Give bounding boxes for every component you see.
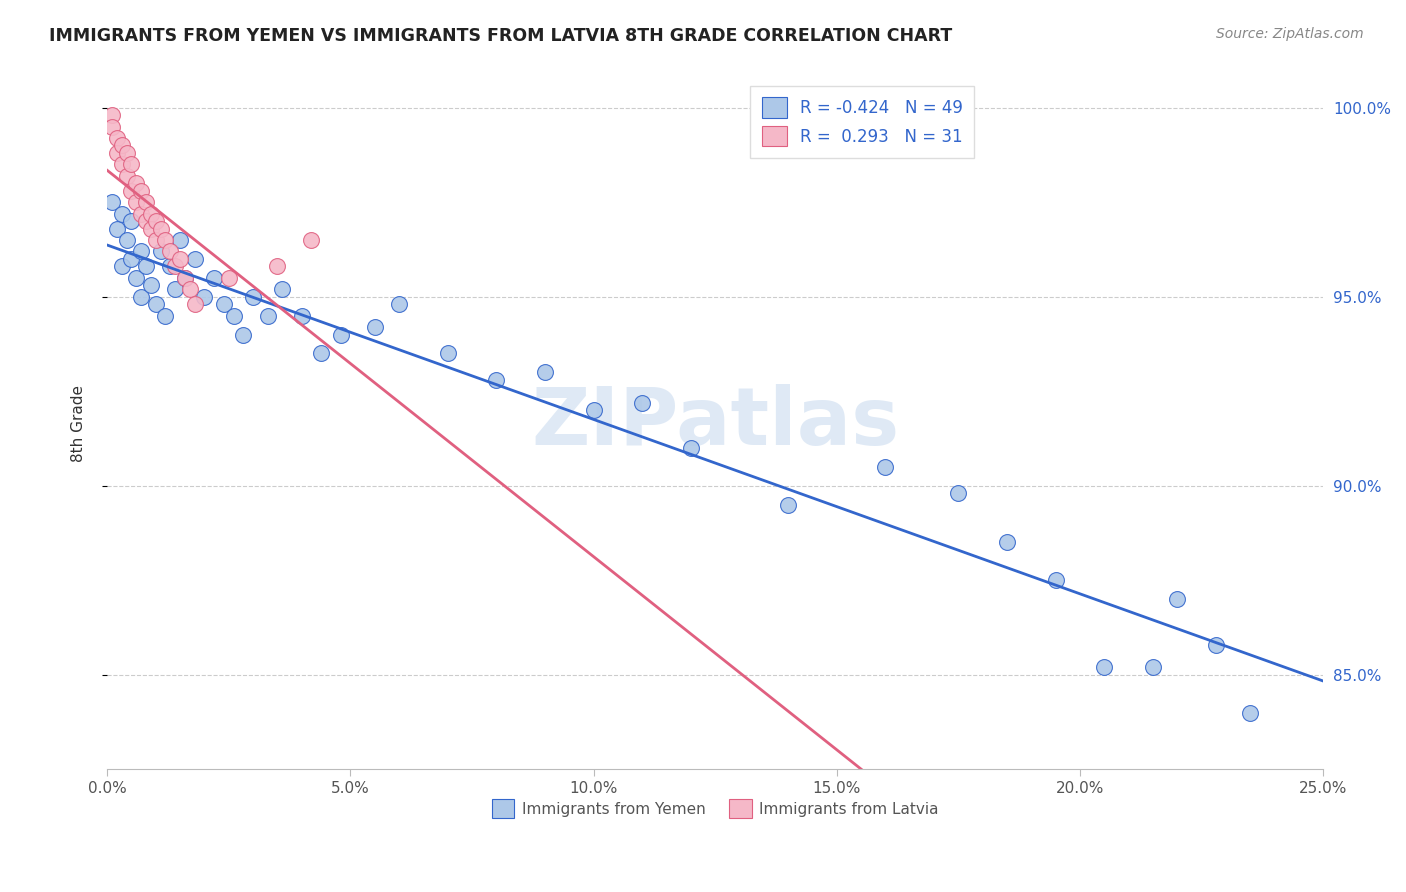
Point [256,309,278,323]
Point [271,282,294,296]
Point [159,260,181,274]
Point [232,327,254,342]
Point [1239,706,1261,720]
Point [202,270,225,285]
Point [101,108,124,122]
Point [125,195,148,210]
Point [145,233,167,247]
Point [105,131,128,145]
Point [135,214,157,228]
Point [875,459,897,474]
Text: IMMIGRANTS FROM YEMEN VS IMMIGRANTS FROM LATVIA 8TH GRADE CORRELATION CHART: IMMIGRANTS FROM YEMEN VS IMMIGRANTS FROM… [49,27,952,45]
Point [582,403,605,417]
Point [139,278,162,293]
Point [120,214,142,228]
Point [120,157,142,171]
Point [165,260,187,274]
Point [266,260,288,274]
Point [174,270,197,285]
Point [1142,660,1164,674]
Point [388,297,411,311]
Point [183,252,205,266]
Point [111,260,134,274]
Point [115,169,138,183]
Point [309,346,332,360]
Point [115,146,138,161]
Point [179,282,201,296]
Point [115,233,138,247]
Point [129,244,152,259]
Point [129,206,152,220]
Point [139,221,162,235]
Point [135,260,157,274]
Point [129,290,152,304]
Point [222,309,245,323]
Point [135,195,157,210]
Point [120,184,142,198]
Point [105,221,128,235]
Point [1205,638,1227,652]
Point [485,373,508,387]
Point [631,395,654,409]
Point [948,486,970,500]
Point [436,346,458,360]
Point [139,206,162,220]
Point [183,297,205,311]
Point [105,146,128,161]
Point [995,535,1018,549]
Point [169,252,191,266]
Point [212,297,235,311]
Point [111,138,134,153]
Point [101,120,124,134]
Point [159,244,181,259]
Point [1166,592,1188,607]
Point [363,320,385,334]
Point [679,441,702,455]
Legend: Immigrants from Yemen, Immigrants from Latvia: Immigrants from Yemen, Immigrants from L… [485,793,945,824]
Y-axis label: 8th Grade: 8th Grade [72,384,86,462]
Point [155,233,177,247]
Point [534,365,557,379]
Point [101,195,124,210]
Point [1092,660,1115,674]
Point [169,233,191,247]
Point [111,206,134,220]
Point [165,282,187,296]
Point [145,297,167,311]
Point [149,221,172,235]
Point [291,309,314,323]
Point [149,244,172,259]
Text: Source: ZipAtlas.com: Source: ZipAtlas.com [1216,27,1364,41]
Point [111,157,134,171]
Point [145,214,167,228]
Point [125,270,148,285]
Point [218,270,240,285]
Text: ZIPatlas: ZIPatlas [531,384,900,462]
Point [242,290,264,304]
Point [1045,574,1067,588]
Point [778,498,800,512]
Point [155,309,177,323]
Point [174,270,197,285]
Point [299,233,322,247]
Point [193,290,215,304]
Point [329,327,352,342]
Point [120,252,142,266]
Point [129,184,152,198]
Point [125,176,148,190]
